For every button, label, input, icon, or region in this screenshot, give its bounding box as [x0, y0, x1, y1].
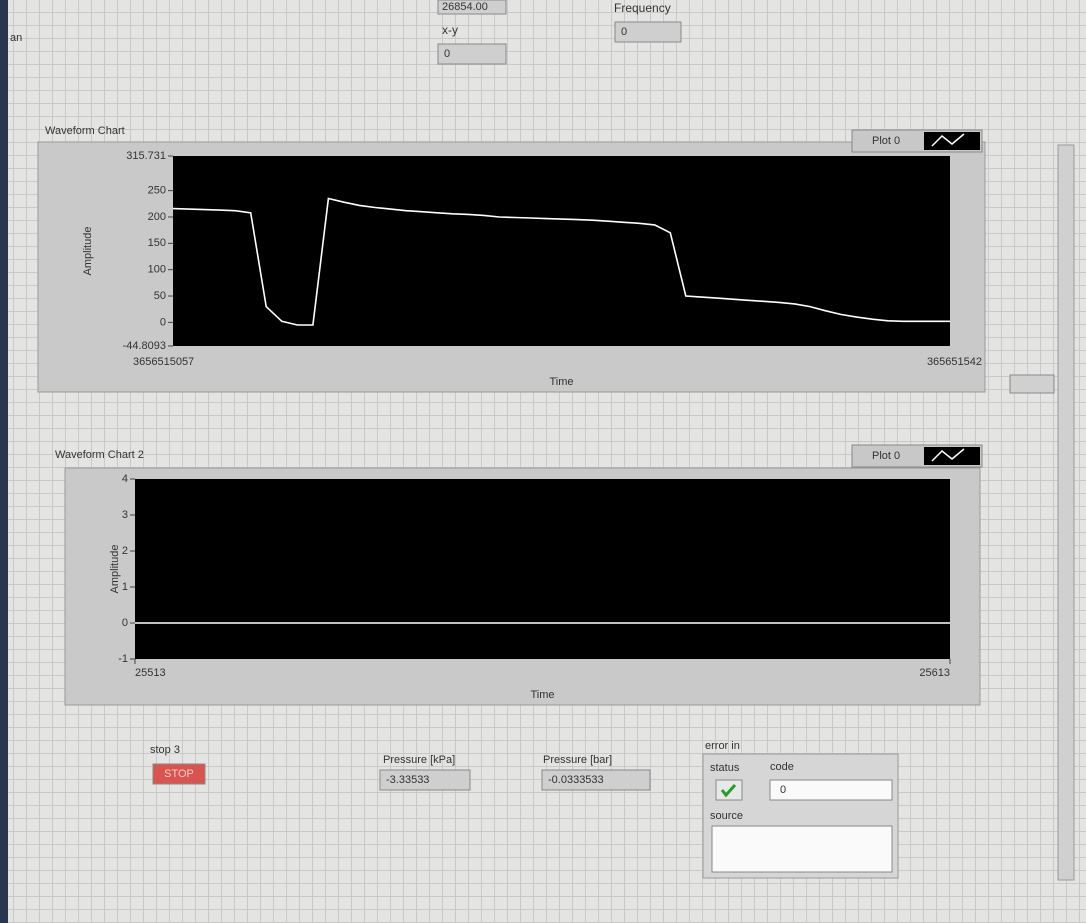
y-tick-label: 200: [148, 211, 166, 223]
edge-text: an: [10, 32, 22, 44]
control-label: stop 3: [150, 744, 180, 756]
legend-label: Plot 0: [872, 450, 900, 462]
x-tick-label: 365651542: [927, 356, 982, 368]
indicator-value: 0: [444, 48, 450, 60]
y-tick-label: 0: [122, 617, 128, 629]
button-text: STOP: [164, 768, 194, 780]
x-tick-label: 3656515057: [133, 356, 194, 368]
plot-area: [173, 156, 950, 346]
x-tick-label: 25613: [919, 667, 950, 679]
control-label: status: [710, 762, 740, 774]
front-panel: an 26854.00 x-y 0 Frequency 0 stop 3 STO…: [0, 0, 1086, 923]
indicator-value: -3.33533: [386, 774, 429, 786]
legend-swatch: [924, 447, 980, 465]
x-axis-label: Time: [549, 376, 573, 388]
scrollbar[interactable]: [1058, 145, 1074, 880]
x-tick-label: 25513: [135, 667, 166, 679]
source-input[interactable]: [712, 826, 892, 872]
legend-label: Plot 0: [872, 135, 900, 147]
y-tick-label: 100: [148, 264, 166, 276]
control-label: source: [710, 810, 743, 822]
code-input[interactable]: [770, 780, 892, 800]
control-label: code: [770, 761, 794, 773]
control-label: Pressure [kPa]: [383, 754, 455, 766]
control-label: x-y: [442, 23, 458, 37]
y-axis-label: Amplitude: [82, 227, 94, 276]
page: an 26854.00 x-y 0 Frequency 0 stop 3 STO…: [0, 0, 1086, 923]
y-tick-label: 4: [122, 473, 128, 485]
control-label: Frequency: [614, 1, 671, 15]
left-edge: [0, 0, 8, 923]
y-tick-label: 0: [160, 316, 166, 328]
indicator-value: 0: [621, 26, 627, 38]
control-label: error in: [705, 740, 740, 752]
y-tick-label: 150: [148, 237, 166, 249]
indicator-value: -0.0333533: [548, 774, 604, 786]
legend-swatch: [924, 132, 980, 150]
y-tick-label: 250: [148, 185, 166, 197]
y-tick-label: 50: [154, 290, 166, 302]
control-label: Pressure [bar]: [543, 754, 612, 766]
y-axis-label: Amplitude: [109, 545, 121, 594]
y-tick-label: 315.731: [126, 150, 166, 162]
graph-palette[interactable]: [1010, 375, 1054, 393]
input-value: 0: [780, 784, 786, 796]
plot-area: [135, 479, 950, 659]
x-axis-label: Time: [530, 689, 554, 701]
chart-title: Waveform Chart 2: [55, 449, 144, 461]
chart-title: Waveform Chart: [45, 125, 125, 137]
y-tick-label: -44.8093: [123, 340, 166, 352]
indicator-value: 26854.00: [442, 1, 488, 13]
y-tick-label: -1: [118, 653, 128, 665]
y-tick-label: 1: [122, 581, 128, 593]
y-tick-label: 3: [122, 509, 128, 521]
y-tick-label: 2: [122, 545, 128, 557]
